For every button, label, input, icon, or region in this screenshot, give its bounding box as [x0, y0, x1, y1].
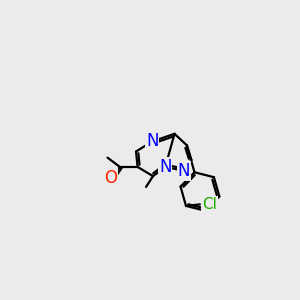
Text: N: N: [178, 162, 190, 180]
Text: Cl: Cl: [202, 197, 217, 212]
Text: O: O: [104, 169, 117, 187]
Text: N: N: [146, 133, 158, 151]
Text: N: N: [159, 158, 172, 176]
